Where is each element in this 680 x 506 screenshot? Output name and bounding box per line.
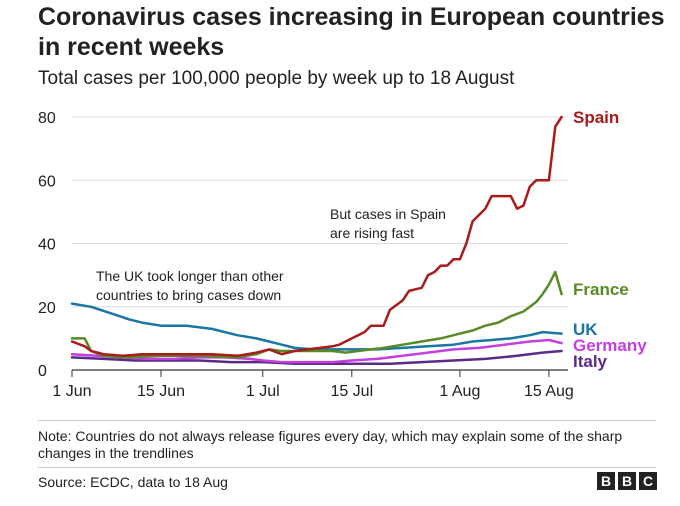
annotation-line: But cases in Spain bbox=[330, 206, 446, 222]
annotation-uk: The UK took longer than other countries t… bbox=[96, 268, 284, 303]
divider bbox=[38, 467, 656, 468]
series-line-spain bbox=[70, 115, 563, 358]
divider bbox=[38, 420, 656, 421]
annotation-line: countries to bring cases down bbox=[96, 287, 281, 303]
series-label-france: France bbox=[573, 280, 629, 299]
x-tick-label: 1 Aug bbox=[439, 383, 480, 400]
x-tick-label: 15 Aug bbox=[524, 383, 574, 400]
series-line-france bbox=[70, 270, 563, 359]
annotation-line: The UK took longer than other bbox=[96, 268, 284, 284]
chart-subtitle: Total cases per 100,000 people by week u… bbox=[38, 68, 515, 89]
x-tick-label: 1 Jun bbox=[52, 383, 91, 400]
x-tick-label: 15 Jun bbox=[137, 383, 185, 400]
series-line-uk bbox=[70, 302, 563, 351]
series-label-spain: Spain bbox=[573, 108, 619, 127]
annotation-line: are rising fast bbox=[330, 225, 414, 241]
series-label-germany: Germany bbox=[573, 336, 647, 355]
series-label-uk: UK bbox=[573, 320, 598, 339]
series-label-italy: Italy bbox=[573, 352, 608, 371]
y-tick-label: 0 bbox=[38, 363, 47, 380]
y-tick-label: 80 bbox=[38, 110, 56, 127]
source-text: Source: ECDC, data to 18 Aug bbox=[38, 474, 228, 490]
x-tick-label: 15 Jul bbox=[330, 383, 373, 400]
annotation-spain: But cases in Spain are rising fast bbox=[330, 206, 446, 241]
y-tick-label: 20 bbox=[38, 300, 56, 317]
series-line-germany bbox=[70, 338, 563, 364]
line-chart: 0 20 40 60 80 1 Jun 15 Jun 1 Jul 15 Jul 1 Aug 15 A… bbox=[38, 108, 647, 400]
y-tick-label: 60 bbox=[38, 173, 56, 190]
series-line-italy bbox=[70, 349, 563, 365]
chart-note: Note: Countries do not always release fi… bbox=[38, 428, 623, 461]
y-tick-label: 40 bbox=[38, 237, 56, 254]
x-tick-label: 1 Jul bbox=[246, 383, 280, 400]
chart-title: Coronavirus cases increasing in European… bbox=[38, 3, 665, 61]
